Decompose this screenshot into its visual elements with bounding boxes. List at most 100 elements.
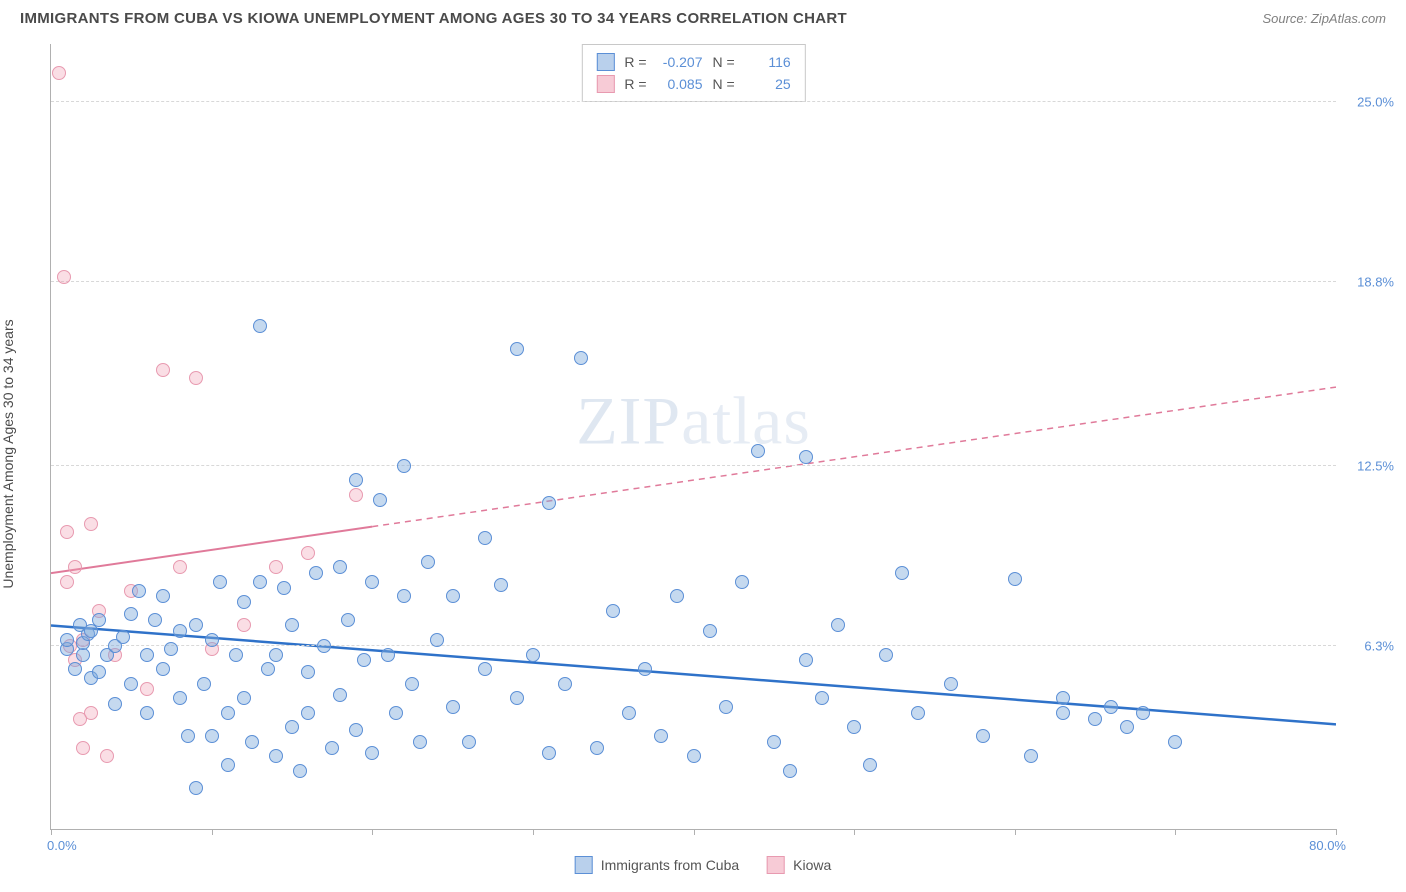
- swatch-pink: [596, 75, 614, 93]
- data-point-blue: [1088, 712, 1102, 726]
- n-label: N =: [713, 54, 735, 70]
- data-point-blue: [976, 729, 990, 743]
- data-point-blue: [148, 613, 162, 627]
- data-point-blue: [92, 665, 106, 679]
- r-value-pink: 0.085: [657, 76, 703, 92]
- data-point-blue: [831, 618, 845, 632]
- data-point-blue: [301, 665, 315, 679]
- data-point-blue: [494, 578, 508, 592]
- watermark-thin: atlas: [681, 382, 811, 458]
- y-tick-label: 6.3%: [1364, 638, 1394, 653]
- data-point-blue: [1120, 720, 1134, 734]
- data-point-blue: [911, 706, 925, 720]
- data-point-pink: [76, 741, 90, 755]
- data-point-blue: [767, 735, 781, 749]
- data-point-blue: [381, 648, 395, 662]
- data-point-blue: [285, 618, 299, 632]
- gridline: [51, 465, 1336, 466]
- x-axis-max: 80.0%: [1309, 838, 1346, 853]
- data-point-pink: [173, 560, 187, 574]
- data-point-blue: [197, 677, 211, 691]
- x-tick: [1336, 829, 1337, 835]
- data-point-blue: [1024, 749, 1038, 763]
- data-point-blue: [847, 720, 861, 734]
- data-point-blue: [317, 639, 331, 653]
- x-tick: [51, 829, 52, 835]
- r-value-blue: -0.207: [657, 54, 703, 70]
- x-tick: [533, 829, 534, 835]
- data-point-blue: [213, 575, 227, 589]
- data-point-blue: [895, 566, 909, 580]
- data-point-blue: [132, 584, 146, 598]
- data-point-blue: [1168, 735, 1182, 749]
- data-point-pink: [189, 371, 203, 385]
- r-label-2: R =: [624, 76, 646, 92]
- data-point-blue: [205, 729, 219, 743]
- legend-item-blue: Immigrants from Cuba: [575, 856, 739, 874]
- x-axis-min: 0.0%: [47, 838, 77, 853]
- data-point-blue: [140, 648, 154, 662]
- data-point-pink: [57, 270, 71, 284]
- data-point-pink: [60, 575, 74, 589]
- data-point-pink: [301, 546, 315, 560]
- data-point-pink: [100, 749, 114, 763]
- data-point-blue: [397, 459, 411, 473]
- data-point-blue: [237, 595, 251, 609]
- x-tick: [1175, 829, 1176, 835]
- data-point-blue: [446, 700, 460, 714]
- data-point-blue: [606, 604, 620, 618]
- legend-swatch-blue: [575, 856, 593, 874]
- data-point-blue: [783, 764, 797, 778]
- data-point-blue: [173, 691, 187, 705]
- data-point-blue: [1056, 706, 1070, 720]
- data-point-blue: [687, 749, 701, 763]
- data-point-blue: [60, 633, 74, 647]
- data-point-blue: [1104, 700, 1118, 714]
- data-point-blue: [389, 706, 403, 720]
- data-point-pink: [140, 682, 154, 696]
- data-point-blue: [446, 589, 460, 603]
- data-point-blue: [124, 607, 138, 621]
- data-point-blue: [285, 720, 299, 734]
- data-point-blue: [84, 624, 98, 638]
- data-point-blue: [156, 589, 170, 603]
- data-point-blue: [301, 706, 315, 720]
- data-point-pink: [60, 525, 74, 539]
- data-point-blue: [253, 575, 267, 589]
- stats-row-pink: R = 0.085 N = 25: [596, 73, 790, 95]
- gridline: [51, 101, 1336, 102]
- data-point-blue: [654, 729, 668, 743]
- y-tick-label: 12.5%: [1357, 458, 1394, 473]
- legend-label-blue: Immigrants from Cuba: [601, 857, 739, 873]
- data-point-blue: [124, 677, 138, 691]
- y-axis-label: Unemployment Among Ages 30 to 34 years: [0, 319, 16, 588]
- data-point-pink: [269, 560, 283, 574]
- data-point-blue: [799, 653, 813, 667]
- data-point-blue: [413, 735, 427, 749]
- data-point-blue: [68, 662, 82, 676]
- n-label-2: N =: [713, 76, 735, 92]
- gridline: [51, 645, 1336, 646]
- data-point-blue: [365, 746, 379, 760]
- data-point-blue: [181, 729, 195, 743]
- data-point-blue: [1136, 706, 1150, 720]
- data-point-pink: [84, 706, 98, 720]
- data-point-blue: [670, 589, 684, 603]
- data-point-pink: [68, 560, 82, 574]
- data-point-blue: [397, 589, 411, 603]
- data-point-blue: [173, 624, 187, 638]
- stats-row-blue: R = -0.207 N = 116: [596, 51, 790, 73]
- x-tick: [694, 829, 695, 835]
- data-point-blue: [237, 691, 251, 705]
- data-point-blue: [357, 653, 371, 667]
- data-point-blue: [751, 444, 765, 458]
- data-point-pink: [52, 66, 66, 80]
- data-point-blue: [510, 691, 524, 705]
- y-tick-label: 25.0%: [1357, 95, 1394, 110]
- data-point-blue: [373, 493, 387, 507]
- data-point-blue: [462, 735, 476, 749]
- legend-item-pink: Kiowa: [767, 856, 831, 874]
- data-point-blue: [164, 642, 178, 656]
- data-point-blue: [349, 473, 363, 487]
- watermark: ZIPatlas: [576, 381, 811, 460]
